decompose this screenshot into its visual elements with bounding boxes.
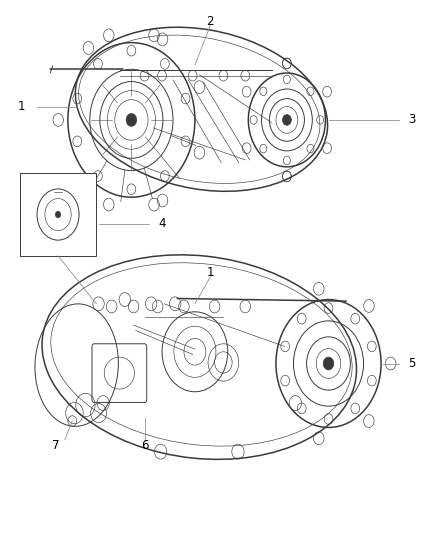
Text: 3: 3	[408, 114, 415, 126]
Text: 1: 1	[206, 266, 214, 279]
Text: 5: 5	[408, 357, 415, 370]
Circle shape	[323, 357, 334, 370]
Text: 6: 6	[141, 439, 148, 451]
Text: 7: 7	[52, 439, 60, 451]
Circle shape	[55, 211, 60, 217]
Circle shape	[283, 115, 291, 125]
Text: 4: 4	[158, 217, 166, 230]
Circle shape	[126, 114, 137, 126]
Text: 2: 2	[206, 15, 214, 28]
Text: 1: 1	[18, 100, 26, 113]
Bar	[20, 173, 96, 256]
